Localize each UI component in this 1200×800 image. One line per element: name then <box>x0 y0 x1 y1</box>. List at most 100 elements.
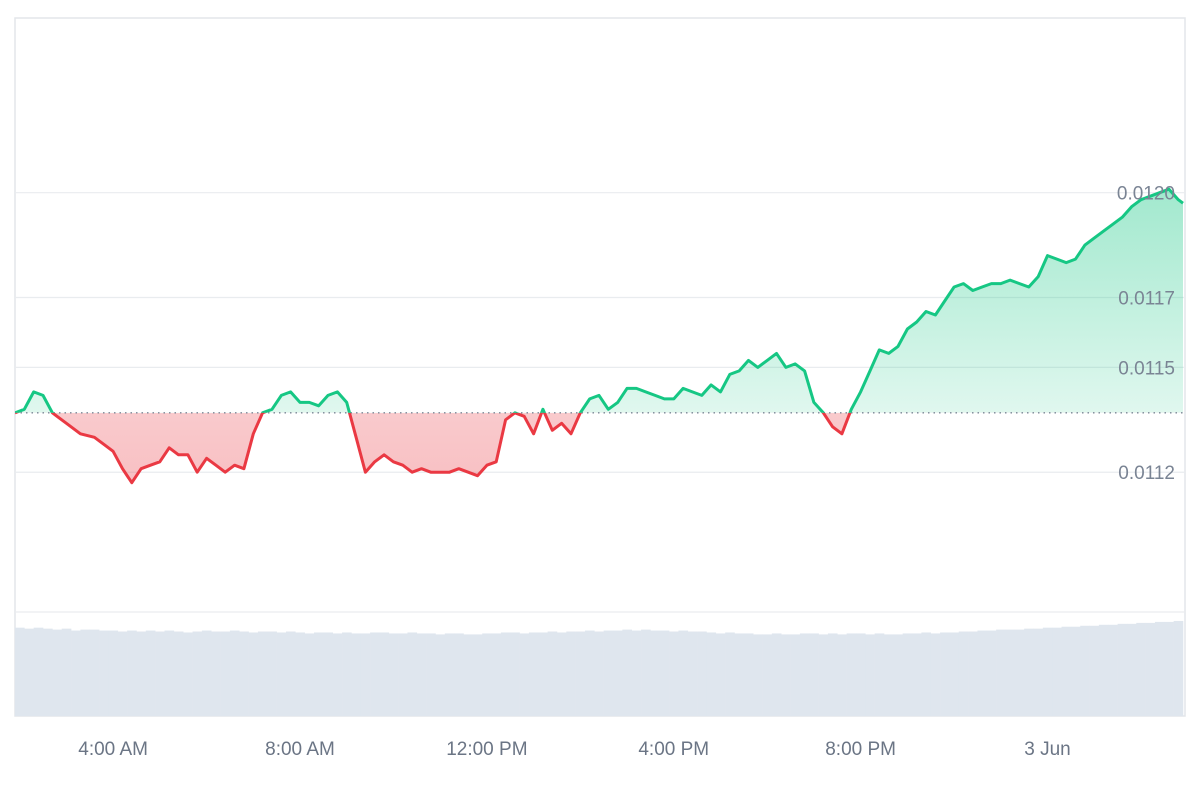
volume-bar <box>211 631 221 716</box>
volume-bar <box>155 631 165 716</box>
volume-bar <box>986 630 997 716</box>
volume-bar <box>1145 622 1156 716</box>
volume-bar <box>388 633 399 716</box>
y-tick-label-3: 0.0120 <box>1117 184 1175 205</box>
volume-bar <box>173 631 184 716</box>
volume-bar <box>398 633 408 716</box>
volume-bar <box>108 630 119 716</box>
volume-bar <box>276 632 287 716</box>
volume-bar <box>528 632 539 716</box>
volume-bar <box>865 634 875 716</box>
volume-bar <box>687 631 698 716</box>
volume-bar <box>304 633 315 716</box>
volume-bar <box>678 630 689 716</box>
volume-bar <box>248 632 259 716</box>
volume-bar <box>631 630 642 716</box>
volume-bar <box>472 634 483 716</box>
x-tick-label-1: 8:00 AM <box>265 739 335 760</box>
volume-bar <box>893 634 903 716</box>
volume-bar <box>127 630 137 716</box>
volume-bar <box>201 630 212 716</box>
volume-bar <box>1089 625 1100 716</box>
volume-bar <box>1033 628 1044 716</box>
volume-bar <box>706 632 717 716</box>
volume-bar <box>846 633 857 716</box>
volume-bar <box>285 631 296 716</box>
volume-bar <box>781 634 791 716</box>
volume-bar <box>538 632 548 716</box>
volume-bar <box>295 632 305 716</box>
volume-bar <box>1154 621 1165 716</box>
volume-bar <box>1126 623 1137 716</box>
volume-bar <box>192 631 203 716</box>
volume-bar <box>1098 624 1109 716</box>
volume-bar <box>183 632 193 716</box>
volume-bar <box>940 632 950 716</box>
volume-bar <box>71 630 81 716</box>
volume-bar <box>407 632 418 716</box>
volume-bar <box>1042 627 1053 716</box>
volume-bar <box>912 633 922 716</box>
volume-bar <box>659 630 670 716</box>
area-fill-down <box>52 412 850 483</box>
volume-bar <box>968 631 978 716</box>
volume-bar <box>1164 621 1174 716</box>
volume-bar <box>958 631 969 716</box>
volume-bar <box>99 630 109 716</box>
volume-bar <box>510 632 520 716</box>
x-tick-label-2: 12:00 PM <box>446 739 527 760</box>
volume-bar <box>80 629 91 716</box>
volume-bar <box>229 630 240 716</box>
volume-bar <box>351 633 362 716</box>
price-line-down <box>15 412 852 485</box>
volume-bar <box>762 634 773 716</box>
volume-bar <box>1080 625 1090 716</box>
volume-bar <box>715 633 726 716</box>
volume-bar <box>818 634 829 716</box>
volume-bar <box>257 631 268 716</box>
volume-bar <box>874 633 885 716</box>
volume-bar <box>725 632 735 716</box>
volume-bar <box>697 631 707 716</box>
volume-bar <box>33 627 44 716</box>
volume-bar <box>547 631 558 716</box>
volume-bar <box>463 634 474 716</box>
volume-bar <box>1052 627 1062 716</box>
x-tick-label-0: 4:00 AM <box>78 739 148 760</box>
x-tick-label-5: 3 Jun <box>1024 739 1070 760</box>
volume-bar <box>949 632 960 716</box>
volume-bar <box>314 632 324 716</box>
volume-bar <box>267 631 277 716</box>
volume-bars <box>15 620 1184 716</box>
volume-bar <box>1024 628 1034 716</box>
volume-bar <box>379 632 390 716</box>
volume-bar <box>500 632 511 716</box>
volume-bar <box>930 633 941 716</box>
volume-bar <box>136 631 147 716</box>
volume-bar <box>669 631 679 716</box>
price-line <box>15 187 1184 485</box>
volume-bar <box>613 630 623 716</box>
volume-bar <box>790 634 801 716</box>
volume-bar <box>809 633 819 716</box>
volume-bar <box>220 631 231 716</box>
volume-bar <box>771 633 782 716</box>
volume-bar <box>603 630 614 716</box>
volume-bar <box>584 630 595 716</box>
volume-bar <box>117 631 128 716</box>
y-axis-labels: 0.0112 0.0115 0.0117 0.0120 <box>1117 184 1175 485</box>
volume-bar <box>323 632 333 716</box>
volume-bar <box>43 628 53 716</box>
volume-bar <box>1136 622 1146 716</box>
volume-bar <box>883 634 894 716</box>
volume-bar <box>426 633 436 716</box>
volume-bar <box>491 633 502 716</box>
volume-bar <box>360 633 371 716</box>
volume-bar <box>921 632 932 716</box>
y-tick-label-2: 0.0117 <box>1118 289 1175 310</box>
volume-bar <box>454 633 464 716</box>
volume-bar <box>164 630 175 716</box>
area-fill-up <box>15 189 1183 413</box>
price-area <box>15 189 1183 483</box>
y-tick-label-0: 0.0112 <box>1118 463 1175 484</box>
